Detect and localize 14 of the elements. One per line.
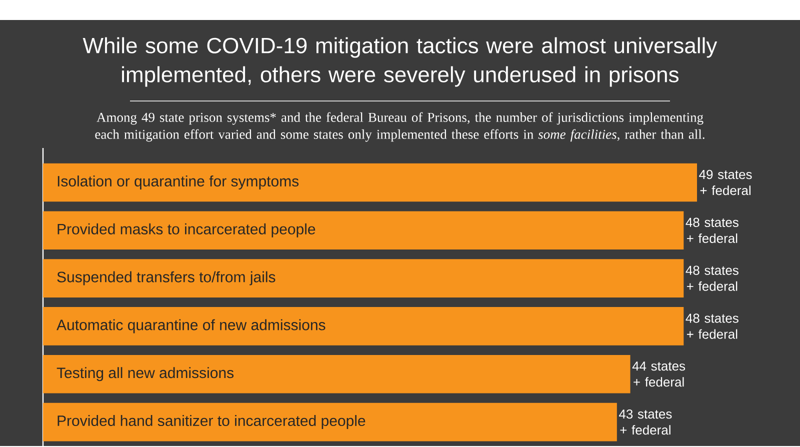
y-tick-label: Testing all new admissions (56, 367, 234, 382)
data-label: 48 states + federal (686, 218, 738, 244)
data-label: 48 states + federal (686, 266, 738, 292)
data-label: 49 states + federal (699, 170, 752, 196)
data-label: 44 states + federal (632, 362, 686, 387)
data-label: 43 states + federal (619, 410, 672, 435)
data-label: 48 states + federal (686, 314, 738, 340)
y-tick-label: Automatic quarantine of new admissions (56, 319, 326, 334)
chart-title: While some COVID-19 mitigation tactics were almost universally implemented, others were severely underused in prisons (82, 37, 718, 87)
chart-subtitle: Among 49 state prison systems* and the federal Bureau of Prisons, the number of jurisdictions implementing each mitigation effort varied and some states only implemented these efforts in some facilities, rather than all. (95, 112, 704, 142)
y-tick-label: Provided masks to incarcerated people (58, 224, 316, 238)
y-tick-label: Suspended transfers to/from jails (57, 272, 276, 286)
y-tick-label: Provided hand sanitizer to incarcerated people (58, 415, 366, 430)
y-tick-label: Isolation or quarantine for symptoms (58, 176, 299, 190)
